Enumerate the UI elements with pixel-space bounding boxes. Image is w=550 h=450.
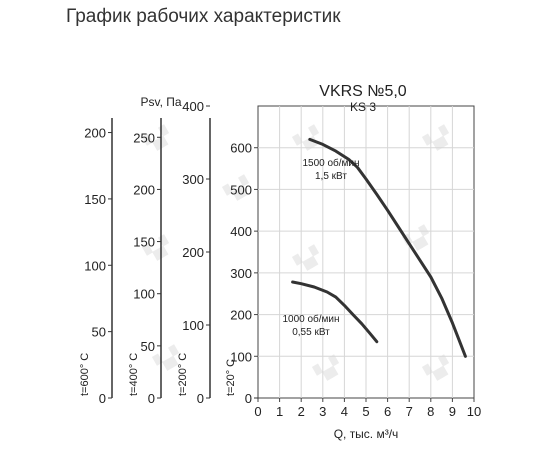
x-tick-label: 8 (427, 404, 434, 419)
y-tick-label: 600 (230, 141, 252, 156)
y-tick-label: 300 (230, 266, 252, 281)
page-title: График рабочих характеристик (66, 6, 341, 27)
extra-axis-tick-label: 100 (133, 287, 155, 302)
extra-axis-tick-label: 0 (245, 391, 252, 406)
extra-axis-tick-label: 0 (148, 391, 155, 406)
watermark-mark: ▚▞ (421, 123, 454, 154)
watermark-mark: ▚▞ (291, 123, 324, 154)
x-tick-label: 1 (276, 404, 283, 419)
series-label: 0,55 кВт (292, 327, 330, 338)
y-tick-label: 400 (230, 224, 252, 239)
series-line (291, 280, 379, 344)
x-tick-label: 2 (298, 404, 305, 419)
series-label: 1500 об/мин (302, 157, 359, 169)
extra-axis-tick-label: 150 (133, 235, 155, 250)
chart-title: VKRS №5,0 (319, 83, 407, 100)
extra-axis-tick-label: 150 (84, 192, 106, 207)
extra-axis-tick-label: 200 (84, 126, 106, 141)
x-tick-label: 4 (341, 404, 348, 419)
x-tick-label: 3 (319, 404, 326, 419)
series-line (308, 137, 467, 358)
watermark-mark: ▚▞ (421, 353, 454, 384)
extra-axis-tick-label: 100 (84, 258, 106, 273)
x-tick-label: 9 (449, 404, 456, 419)
extra-axis-tick-label: 250 (133, 130, 155, 145)
extra-axes: 0 50 100 150 200 t=600° C 0 50 100 150 200 250 t=400… (79, 99, 258, 406)
extra-axis-tick-label: 50 (92, 325, 106, 340)
x-tick-label: 6 (384, 404, 391, 419)
extra-axis-tick-label: 400 (182, 99, 204, 114)
extra-axis-label: t=20° C (225, 359, 237, 396)
series-label: 1,5 кВт (315, 171, 347, 182)
extra-axis-label: t=200° C (177, 353, 189, 396)
x-tick-label: 5 (362, 404, 369, 419)
extra-axis-tick-label: 200 (182, 245, 204, 260)
x-tick-label: 0 (254, 404, 261, 419)
y-tick-label: 500 (230, 182, 252, 197)
extra-axis-tick-label: 200 (133, 182, 155, 197)
series-layer: 1500 об/мин 1,5 кВт 1000 об/мин 0,55 кВт (282, 137, 467, 358)
extra-axis-tick-label: 100 (182, 318, 204, 333)
x-tick-label: 10 (467, 404, 481, 419)
chart-subtitle: KS 3 (350, 100, 376, 114)
x-tick-label: 7 (406, 404, 413, 419)
y-axis-label: Psv, Па (140, 95, 181, 109)
extra-axis-tick-label: 0 (197, 391, 204, 406)
grid (258, 106, 474, 398)
y-tick-label: 200 (230, 308, 252, 323)
y-tick-label: 100 (230, 349, 252, 364)
watermark-mark: ▚▞ (311, 353, 344, 384)
x-axis-label: Q, тыс. м³/ч (334, 427, 399, 441)
x-axis: 0 1 2 3 4 5 6 7 8 9 10 (254, 398, 481, 419)
watermark-mark: ▚▞ (291, 243, 324, 274)
series-label: 1000 об/мин (282, 313, 339, 325)
extra-axis-tick-label: 50 (141, 339, 155, 354)
extra-axis-label: t=600° C (79, 353, 91, 396)
extra-axis-tick-label: 0 (99, 391, 106, 406)
extra-axis-label: t=400° C (128, 353, 140, 396)
main-y-axis: 100 200 300 400 500 600 (230, 141, 258, 364)
extra-axis-tick-label: 300 (182, 172, 204, 187)
